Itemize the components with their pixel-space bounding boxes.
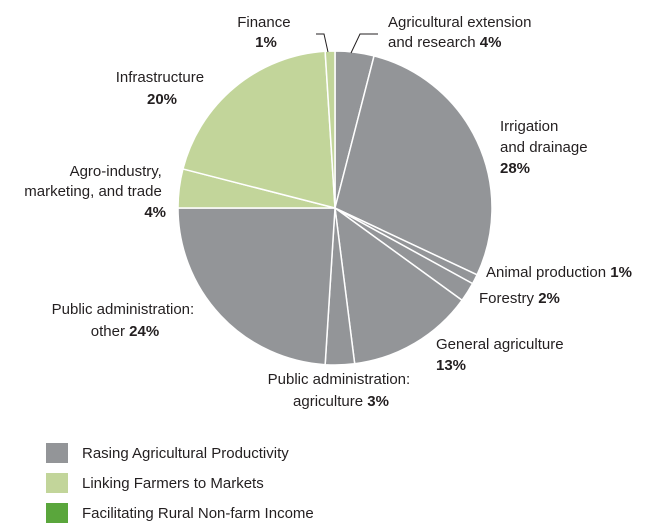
leader-line-agricultural-extension xyxy=(350,33,378,54)
leader-lines xyxy=(316,33,378,54)
slice-label-forestry: Forestry 2% xyxy=(479,290,560,307)
legend-item: Rasing Agricultural Productivity xyxy=(46,438,314,468)
slice-label-animal-production: Animal production 1% xyxy=(486,264,632,281)
slice-labels: Finance 1% Agricultural extension and re… xyxy=(24,14,632,410)
legend: Rasing Agricultural Productivity Linking… xyxy=(46,438,314,528)
legend-label: Facilitating Rural Non-farm Income xyxy=(82,504,314,522)
legend-swatch xyxy=(46,503,68,523)
slice-label-agricultural-extension: Agricultural extension and research 4% xyxy=(388,14,536,51)
slice-label-infrastructure: Infrastructure 20% xyxy=(116,69,209,108)
slice-label-agro-industry: Agro-industry, marketing, and trade 4% xyxy=(24,163,166,221)
legend-swatch xyxy=(46,443,68,463)
pie-slice-public-administration-other xyxy=(177,207,336,366)
slice-label-public-admin-other: Public administration: other 24% xyxy=(52,301,199,340)
slice-label-general-agriculture: General agriculture 13% xyxy=(436,336,568,374)
legend-swatch xyxy=(46,473,68,493)
pie-slice-finance xyxy=(324,50,336,209)
slice-label-irrigation: Irrigation and drainage 28% xyxy=(500,118,592,177)
slice-label-public-admin-agriculture: Public administration: agriculture 3% xyxy=(268,371,415,410)
legend-item: Facilitating Rural Non-farm Income xyxy=(46,498,314,528)
legend-label: Rasing Agricultural Productivity xyxy=(82,444,289,462)
pie-slice-general-agriculture xyxy=(334,207,463,365)
pie-slice-infrastructure xyxy=(182,50,336,209)
pie-slice-irrigation-and-drainage xyxy=(334,55,493,276)
legend-label: Linking Farmers to Markets xyxy=(82,474,264,492)
legend-item: Linking Farmers to Markets xyxy=(46,468,314,498)
slice-label-finance: Finance 1% xyxy=(237,14,295,51)
leader-line-finance xyxy=(316,33,329,53)
pie-slices xyxy=(177,50,493,366)
